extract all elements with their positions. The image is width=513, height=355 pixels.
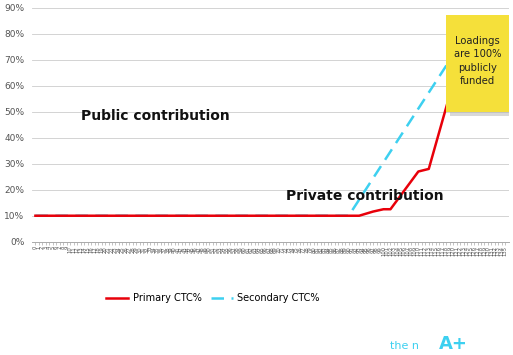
Secondary CTC% (213, 214, 220, 218)
Legend: Primary CTC%, Secondary CTC%: Primary CTC%, Secondary CTC% (103, 289, 324, 307)
Primary CTC% (478, 32, 484, 36)
Text: Loadings
are 100%
publicly
funded: Loadings are 100% publicly funded (454, 36, 501, 86)
FancyBboxPatch shape (450, 20, 512, 116)
Text: Private contribution: Private contribution (286, 189, 444, 203)
Line: Primary CTC%: Primary CTC% (35, 34, 505, 216)
Primary CTC% (502, 32, 508, 36)
Primary CTC% (412, 174, 418, 178)
Secondary CTC% (464, 32, 470, 36)
Secondary CTC% (88, 214, 94, 218)
Secondary CTC% (32, 214, 38, 218)
Text: the n: the n (390, 342, 419, 351)
Text: Public contribution: Public contribution (81, 109, 229, 122)
Primary CTC% (464, 32, 470, 36)
Secondary CTC% (478, 32, 484, 36)
Text: A+: A+ (439, 335, 467, 353)
Primary CTC% (88, 214, 94, 218)
Secondary CTC% (412, 112, 418, 116)
Line: Secondary CTC%: Secondary CTC% (35, 34, 505, 216)
Secondary CTC% (419, 101, 425, 105)
Primary CTC% (32, 214, 38, 218)
Secondary CTC% (502, 32, 508, 36)
FancyBboxPatch shape (446, 16, 509, 112)
Secondary CTC% (415, 106, 421, 111)
Primary CTC% (419, 169, 425, 173)
Primary CTC% (213, 214, 220, 218)
Primary CTC% (415, 169, 421, 174)
